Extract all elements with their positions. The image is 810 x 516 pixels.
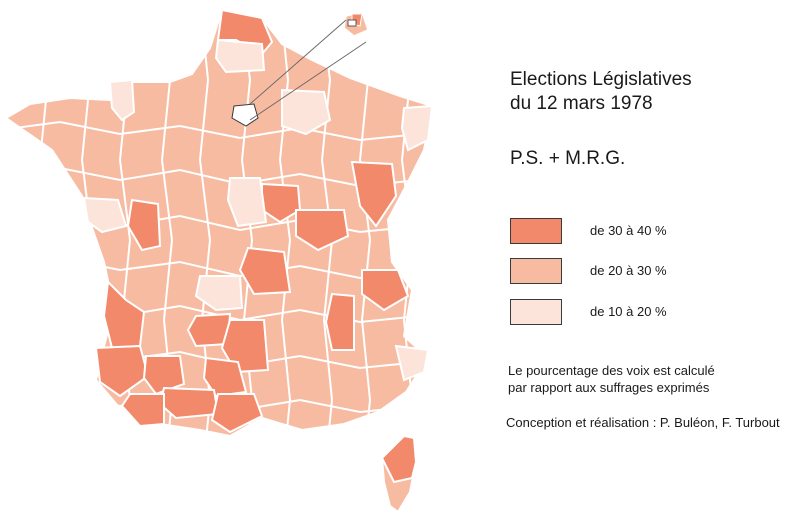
legend-item-20-30: de 20 à 30 %	[510, 258, 730, 288]
dept-puy-de-dome	[238, 246, 292, 296]
dept-loir-et-cher	[226, 177, 268, 228]
dept-nievre	[295, 209, 350, 252]
departments-10-20	[82, 38, 434, 382]
dept-marne	[281, 88, 332, 136]
dept-dordogne	[194, 275, 244, 312]
dept-alpes-maritimes	[394, 344, 430, 382]
legend-item-30-40: de 30 à 40 %	[510, 218, 730, 248]
legend-label-10-20: de 10 à 20 %	[590, 304, 667, 319]
note-line-2: par rapport aux suffrages exprimés	[508, 380, 710, 395]
dept-landes	[94, 344, 150, 398]
dept-aude	[210, 393, 264, 434]
legend-label-20-30: de 20 à 30 %	[590, 263, 667, 278]
paris-region	[231, 103, 259, 127]
dept-drome	[324, 292, 355, 351]
credit-text: Conception et réalisation : P. Buléon, F…	[506, 415, 780, 430]
dept-isere	[361, 269, 410, 312]
dept-hautes-pyrenees	[120, 393, 165, 428]
dept-vienne	[82, 196, 128, 234]
map-title: Elections Législatives du 12 mars 1978	[510, 68, 692, 116]
departments-30-40	[94, 8, 410, 434]
title-line-1: Elections Législatives	[510, 69, 692, 90]
map-subtitle: P.S. + M.R.G.	[510, 148, 626, 169]
corsica	[380, 434, 418, 514]
dept-bas-rhin	[400, 104, 434, 152]
dept-vendee	[126, 198, 162, 252]
dept-oise	[214, 38, 266, 74]
legend-item-10-20: de 10 à 20 %	[510, 299, 730, 329]
legend-label-30-40: de 30 à 40 %	[590, 223, 667, 238]
legend-swatch-10-20	[510, 299, 562, 325]
calculation-note: Le pourcentage des voix est calculé par …	[508, 362, 715, 396]
dept-manche	[108, 78, 136, 122]
dept-aveyron	[220, 319, 270, 374]
dept-doubs	[350, 160, 398, 228]
legend-swatch-20-30	[510, 258, 562, 284]
paris-inset	[249, 11, 369, 121]
legend-swatch-30-40	[510, 218, 562, 244]
title-line-2: du 12 mars 1978	[510, 93, 653, 114]
note-line-1: Le pourcentage des voix est calculé	[508, 363, 715, 378]
dept-correze	[186, 312, 232, 348]
dept-haute-corse	[380, 434, 418, 484]
